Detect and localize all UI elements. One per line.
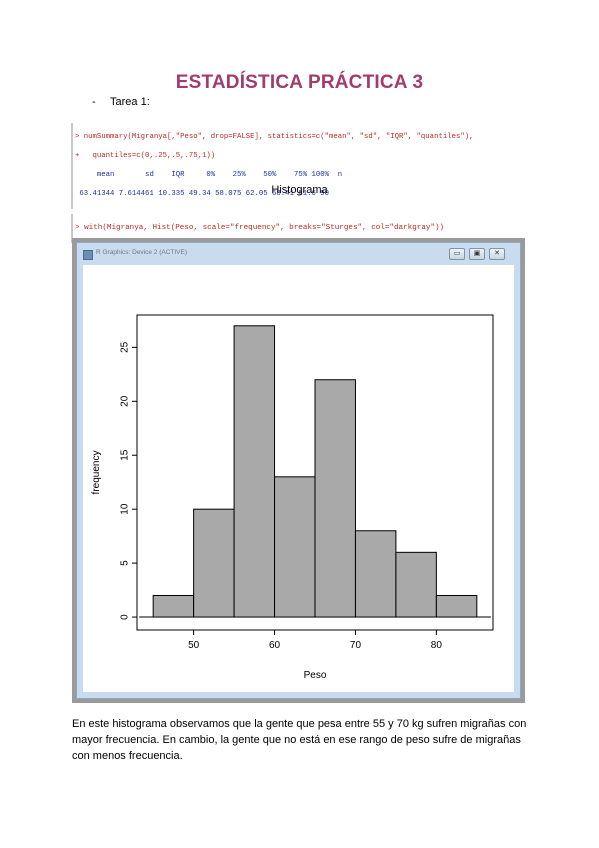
x-tick-label: 80: [431, 640, 443, 651]
x-tick-label: 70: [350, 640, 362, 651]
task-label: Tarea 1:: [110, 96, 150, 108]
window-titlebar[interactable]: R Graphics: Device 2 (ACTIVE) ▭ ▣ ✕: [77, 243, 520, 265]
summary-values-row: 63.41344 7.614461 10.335 49.34 58.075 62…: [75, 190, 329, 199]
x-tick-label: 50: [188, 640, 200, 651]
minimize-button[interactable]: ▭: [449, 248, 465, 260]
histogram-bar: [233, 325, 276, 618]
console-command-line: > numSummary(Migranya[,"Peso", drop=FALS…: [75, 132, 474, 141]
x-tick-label: 60: [269, 640, 281, 651]
bullet-dash: -: [92, 96, 96, 108]
histogram-chart: 50 60 70 80 0 5 10 15 20 25 Peso frequency: [91, 314, 494, 681]
document-title: ESTADÍSTICA PRÁCTICA 3: [175, 72, 424, 93]
y-tick-label: 0: [120, 614, 131, 620]
r-app-icon: [83, 250, 93, 260]
window-title: R Graphics: Device 2 (ACTIVE): [96, 249, 188, 256]
console-command-line: > with(Migranya, Hist(Peso, scale="frequ…: [75, 223, 445, 232]
section-heading: Histograma: [271, 184, 328, 196]
histogram-bar: [354, 530, 397, 618]
plot-canvas: 50 60 70 80 0 5 10 15 20 25 Peso frequency: [83, 265, 514, 692]
histogram-bar: [274, 476, 316, 618]
console-output-summary: > numSummary(Migranya[,"Peso", drop=FALS…: [71, 123, 474, 210]
r-graphics-window-frame: R Graphics: Device 2 (ACTIVE) ▭ ▣ ✕ 50 60…: [76, 242, 521, 699]
y-tick-label: 25: [120, 341, 131, 353]
close-button[interactable]: ✕: [489, 248, 505, 260]
y-axis-label: frequency: [91, 451, 102, 495]
conclusion-paragraph: En este histograma observamos que la gen…: [72, 718, 527, 762]
console-continuation-line: + quantiles=c(0,.25,.5,.75,1)): [75, 151, 216, 160]
y-tick-label: 15: [120, 449, 131, 461]
histogram-bar: [152, 594, 195, 618]
y-tick-label: 20: [120, 395, 131, 407]
summary-header-row: mean sd IQR 0% 25% 50% 75% 100% n: [75, 170, 343, 179]
console-output-hist: > with(Migranya, Hist(Peso, scale="frequ…: [71, 214, 444, 243]
maximize-button[interactable]: ▣: [469, 248, 485, 260]
r-graphics-window[interactable]: R Graphics: Device 2 (ACTIVE) ▭ ▣ ✕ 50 60…: [72, 238, 525, 703]
x-axis-label: Peso: [304, 670, 327, 681]
histogram-bar: [395, 551, 437, 618]
histogram-bar: [435, 594, 478, 618]
histogram-bar: [314, 379, 356, 618]
y-tick-label: 10: [120, 503, 131, 515]
y-tick-label: 5: [120, 560, 131, 566]
task-bullet: - Tarea 1:: [92, 96, 150, 108]
histogram-bar: [193, 508, 235, 618]
